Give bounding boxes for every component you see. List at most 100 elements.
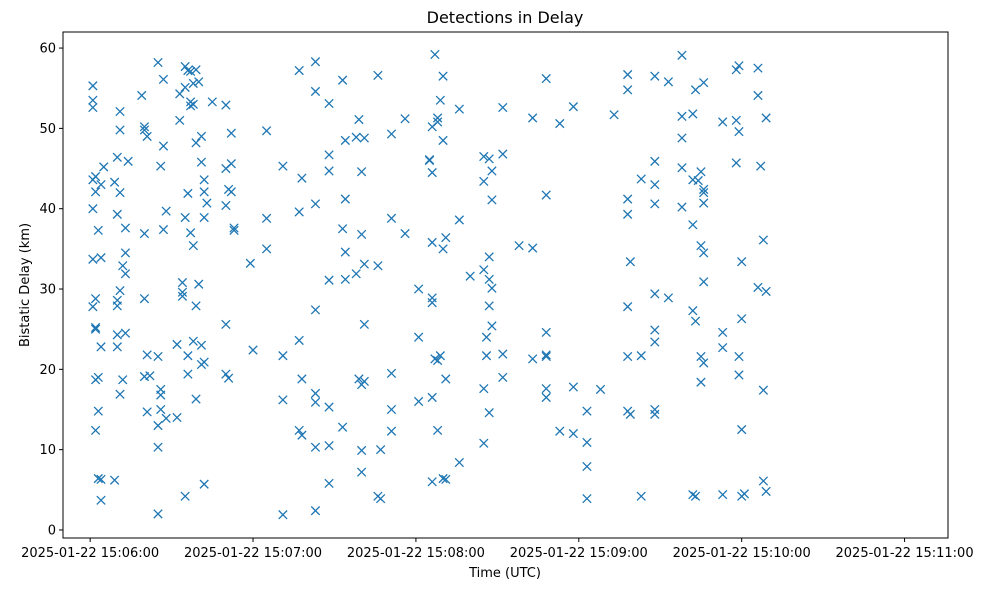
data-point-180 (386, 426, 397, 436)
data-point-273 (650, 325, 660, 335)
data-point-5 (88, 254, 98, 264)
data-point-322 (753, 282, 763, 293)
data-point-321 (753, 90, 763, 101)
data-point-169 (359, 319, 369, 330)
data-point-299 (699, 187, 709, 198)
data-point-315 (737, 257, 747, 267)
data-point-17 (93, 372, 103, 383)
data-point-185 (413, 396, 424, 407)
data-point-291 (690, 491, 701, 501)
data-point-248 (568, 382, 579, 392)
data-point-303 (699, 358, 709, 368)
data-point-245 (555, 118, 565, 129)
data-point-319 (739, 489, 750, 499)
data-point-101 (199, 175, 209, 185)
data-point-271 (650, 199, 660, 209)
data-point-220 (481, 351, 492, 361)
data-point-234 (514, 240, 524, 251)
data-point-58 (153, 420, 163, 431)
data-point-227 (487, 195, 497, 205)
data-point-191 (427, 293, 437, 303)
data-point-33 (115, 125, 125, 135)
data-point-77 (180, 212, 190, 223)
data-point-27 (112, 209, 122, 219)
data-point-104 (199, 357, 209, 367)
data-point-280 (677, 111, 687, 121)
data-point-305 (718, 327, 728, 338)
data-point-30 (112, 342, 122, 352)
data-point-41 (120, 269, 131, 279)
x-tick-label-1: 2025-01-22 15:07:00 (184, 546, 322, 561)
data-point-226 (487, 166, 497, 176)
data-point-92 (191, 138, 201, 148)
data-point-61 (156, 390, 166, 400)
data-point-219 (481, 332, 492, 342)
data-point-225 (484, 408, 494, 418)
data-point-34 (115, 187, 125, 198)
data-point-123 (261, 213, 272, 223)
data-point-149 (324, 440, 334, 451)
data-point-14 (93, 225, 103, 236)
data-point-258 (623, 194, 633, 204)
data-point-264 (625, 409, 636, 419)
data-point-116 (226, 159, 236, 169)
data-point-148 (324, 402, 334, 412)
data-point-102 (199, 187, 209, 197)
data-point-129 (294, 65, 304, 76)
data-point-12 (90, 425, 101, 436)
data-point-53 (145, 371, 155, 381)
data-point-0 (88, 81, 98, 91)
data-point-240 (541, 327, 551, 338)
data-point-121 (248, 345, 258, 355)
data-point-160 (354, 114, 364, 125)
data-point-213 (465, 271, 475, 281)
data-point-254 (595, 384, 606, 395)
x-tick-label-4: 2025-01-22 15:10:00 (673, 546, 811, 561)
data-point-324 (758, 235, 769, 245)
data-point-233 (498, 372, 508, 383)
data-point-95 (194, 77, 204, 87)
data-point-269 (650, 156, 660, 166)
data-point-115 (226, 128, 236, 138)
data-point-67 (161, 413, 171, 423)
data-point-176 (386, 129, 397, 139)
data-point-110 (221, 200, 231, 211)
data-point-43 (123, 156, 133, 166)
data-point-208 (441, 374, 451, 384)
data-point-201 (435, 95, 446, 105)
data-point-175 (375, 493, 386, 504)
data-point-35 (115, 285, 125, 296)
x-axis: 2025-01-22 15:06:00 2025-01-22 15:07:00 20… (21, 538, 974, 561)
data-point-203 (438, 71, 448, 81)
data-point-279 (677, 50, 687, 60)
data-point-81 (183, 351, 193, 361)
data-point-292 (693, 175, 703, 186)
data-point-154 (340, 135, 350, 146)
data-point-62 (156, 404, 166, 415)
data-point-82 (183, 369, 193, 379)
data-point-144 (324, 98, 334, 109)
data-point-325 (758, 385, 769, 395)
plot-frame (62, 31, 949, 539)
data-point-250 (582, 406, 592, 416)
data-point-211 (454, 215, 465, 225)
data-point-210 (454, 104, 465, 114)
data-point-304 (718, 117, 728, 127)
data-point-207 (441, 232, 451, 243)
data-point-73 (177, 287, 188, 297)
data-point-215 (479, 176, 489, 187)
data-point-192 (427, 298, 437, 308)
data-point-247 (568, 102, 579, 112)
data-point-49 (139, 293, 150, 304)
data-point-206 (438, 473, 448, 484)
data-point-179 (386, 404, 397, 415)
data-point-6 (88, 302, 98, 312)
data-point-78 (180, 491, 190, 501)
data-point-323 (756, 161, 766, 171)
data-point-261 (623, 351, 633, 362)
data-point-105 (199, 479, 209, 489)
data-point-103 (199, 212, 209, 223)
data-point-143 (310, 506, 321, 516)
data-point-69 (172, 412, 182, 423)
